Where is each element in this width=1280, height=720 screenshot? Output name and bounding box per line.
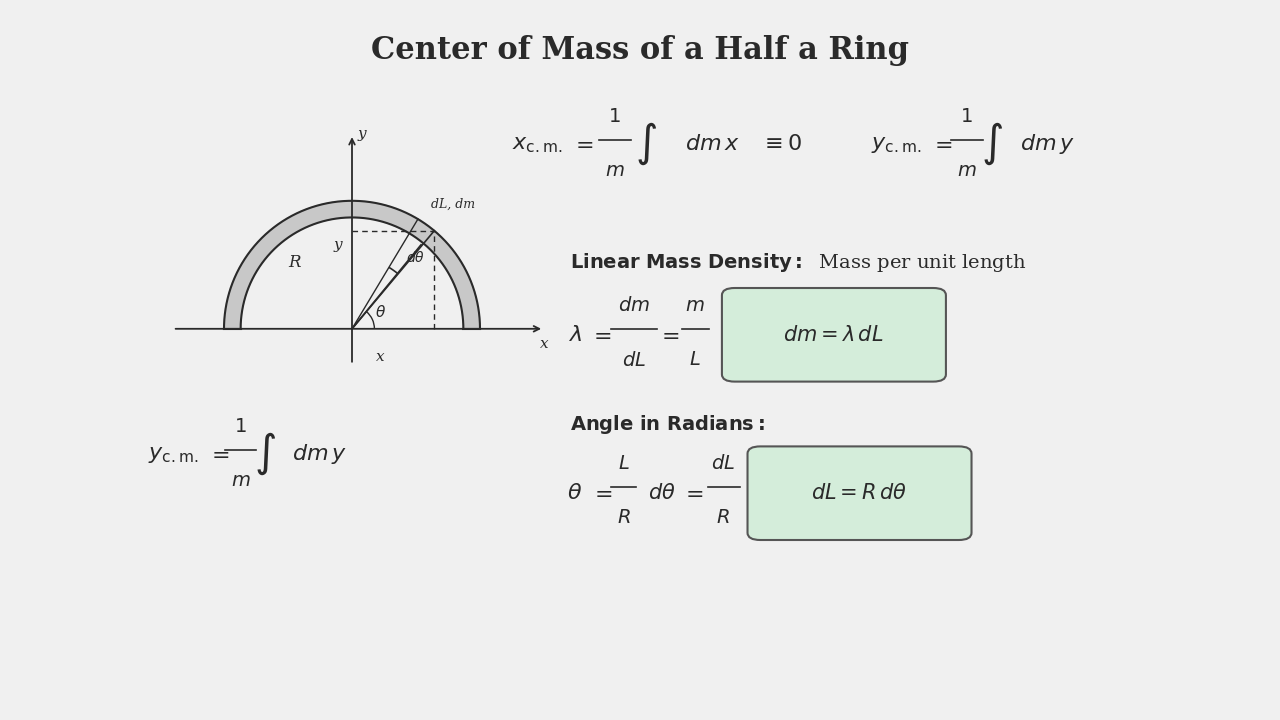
Text: $dL$: $dL$ [622, 351, 645, 369]
Text: $\mathbf{Linear\ Mass\ Density:}$  Mass per unit length: $\mathbf{Linear\ Mass\ Density:}$ Mass p… [570, 251, 1025, 274]
Text: $=$: $=$ [571, 133, 594, 155]
Text: $y_\mathrm{c.m.}$: $y_\mathrm{c.m.}$ [870, 133, 922, 155]
Text: $dm\, x$: $dm\, x$ [685, 133, 740, 155]
Text: $\int$: $\int$ [980, 121, 1004, 167]
Text: $d\theta$: $d\theta$ [648, 483, 676, 503]
Text: $y_\mathrm{c.m.}$: $y_\mathrm{c.m.}$ [147, 443, 198, 464]
FancyBboxPatch shape [722, 288, 946, 382]
Text: $m$: $m$ [956, 162, 977, 180]
Text: dL, dm: dL, dm [431, 197, 475, 210]
Text: $R$: $R$ [617, 509, 630, 527]
Text: $dm = \lambda\,dL$: $dm = \lambda\,dL$ [783, 325, 883, 345]
Text: $=$: $=$ [207, 443, 230, 464]
Text: $L$: $L$ [617, 455, 630, 473]
Text: $dm\,y$: $dm\,y$ [292, 441, 347, 466]
Text: $=$: $=$ [681, 482, 704, 504]
Text: $=$: $=$ [589, 324, 612, 346]
Text: $=$: $=$ [590, 482, 613, 504]
Text: $dL = R\,d\theta$: $dL = R\,d\theta$ [810, 483, 908, 503]
Text: $\theta$: $\theta$ [375, 304, 385, 320]
Text: $\theta$: $\theta$ [567, 482, 582, 504]
Text: $m$: $m$ [604, 162, 625, 180]
Text: $\lambda$: $\lambda$ [568, 324, 582, 346]
Text: $m$: $m$ [685, 297, 705, 315]
Text: x: x [540, 337, 548, 351]
Text: $=$: $=$ [929, 133, 952, 155]
Text: $\int$: $\int$ [253, 431, 276, 477]
Text: y: y [358, 127, 366, 141]
Text: $1$: $1$ [960, 108, 973, 126]
Text: Center of Mass of a Half a Ring: Center of Mass of a Half a Ring [371, 35, 909, 66]
Text: $x_\mathrm{c.m.}$: $x_\mathrm{c.m.}$ [512, 133, 563, 155]
Text: $\mathbf{Angle\ in\ Radians:}$: $\mathbf{Angle\ in\ Radians:}$ [570, 413, 764, 436]
Text: $dm\, y$: $dm\, y$ [1020, 132, 1075, 156]
Text: $1$: $1$ [234, 418, 247, 436]
Text: $dL$: $dL$ [712, 454, 735, 473]
Text: $dm$: $dm$ [617, 296, 650, 315]
Text: $R$: $R$ [717, 509, 730, 527]
Text: y: y [333, 238, 342, 253]
Text: $\int$: $\int$ [635, 121, 658, 167]
Text: $\equiv 0$: $\equiv 0$ [760, 133, 801, 155]
Text: $m$: $m$ [230, 472, 251, 490]
Text: $1$: $1$ [608, 108, 621, 126]
Text: $L$: $L$ [689, 351, 701, 369]
Text: $d\theta$: $d\theta$ [407, 250, 425, 265]
Text: R: R [288, 253, 301, 271]
Text: $=$: $=$ [657, 324, 680, 346]
Text: x: x [376, 350, 384, 364]
FancyBboxPatch shape [748, 446, 972, 540]
Polygon shape [224, 201, 480, 329]
